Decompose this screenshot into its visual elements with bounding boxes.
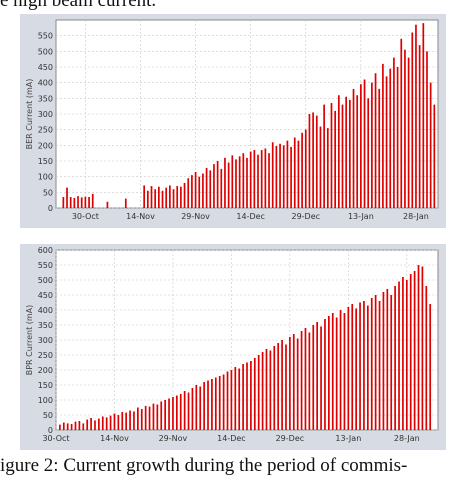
x-tick-label: 14-Nov — [100, 434, 129, 443]
y-tick-label: 100 — [38, 396, 53, 405]
y-tick-label: 350 — [38, 94, 53, 103]
ber-chart: 0 50 100 150 200 250 300 350 400 450 500 550 30-Oct 1… — [20, 14, 446, 228]
x-tick-label: 13-Jan — [335, 434, 361, 443]
y-tick-label: 400 — [38, 306, 53, 315]
bpr-chart: 0 50 100 150 200 250 300 350 400 450 500 550 600 30-O… — [20, 244, 446, 450]
y-tick-label: 50 — [43, 188, 53, 197]
x-tick-label: 29-Dec — [276, 434, 305, 443]
y-tick-label: 250 — [38, 126, 53, 135]
x-tick-label: 14-Dec — [236, 212, 265, 221]
x-tick-label: 14-Dec — [217, 434, 246, 443]
x-tick-label: 29-Dec — [291, 212, 320, 221]
y-tick-label: 450 — [38, 63, 53, 72]
y-tick-label: 250 — [38, 351, 53, 360]
y-axis-label: BER Current (mA) — [25, 79, 34, 150]
y-tick-label: 0 — [48, 426, 53, 435]
y-tick-label: 550 — [38, 261, 53, 270]
bottom-caption: igure 2: Current growth during the perio… — [0, 455, 408, 476]
y-tick-label: 600 — [38, 246, 53, 255]
bar-series — [59, 265, 432, 430]
y-tick-label: 50 — [43, 411, 53, 420]
y-tick-label: 550 — [38, 32, 53, 41]
y-tick-label: 100 — [38, 173, 53, 182]
y-tick-label: 200 — [38, 141, 53, 150]
x-tick-label: 30-Oct — [72, 212, 99, 221]
x-tick-label: 28-Jan — [394, 434, 420, 443]
y-tick-label: 500 — [38, 47, 53, 56]
y-tick-label: 300 — [38, 110, 53, 119]
y-tick-label: 450 — [38, 291, 53, 300]
y-tick-label: 150 — [38, 381, 53, 390]
bpr-chart-svg: 0 50 100 150 200 250 300 350 400 450 500 550 600 30-O… — [25, 246, 439, 443]
y-axis-label: BPR Current (mA) — [25, 305, 34, 376]
x-tick-label: 28-Jan — [403, 212, 429, 221]
x-tick-label: 29-Nov — [159, 434, 188, 443]
y-tick-label: 200 — [38, 366, 53, 375]
y-tick-label: 500 — [38, 276, 53, 285]
x-tick-label: 29-Nov — [181, 212, 210, 221]
y-tick-label: 0 — [48, 204, 53, 213]
y-tick-label: 300 — [38, 336, 53, 345]
y-tick-label: 150 — [38, 157, 53, 166]
ber-chart-svg: 0 50 100 150 200 250 300 350 400 450 500 550 30-Oct 1… — [25, 19, 439, 221]
x-tick-label: 13-Jan — [348, 212, 374, 221]
y-tick-label: 400 — [38, 79, 53, 88]
x-tick-label: 14-Nov — [126, 212, 155, 221]
top-caption: e high beam current. — [0, 0, 157, 11]
y-tick-label: 350 — [38, 321, 53, 330]
bar-series — [62, 23, 436, 208]
x-tick-label: 30-Oct — [42, 434, 69, 443]
